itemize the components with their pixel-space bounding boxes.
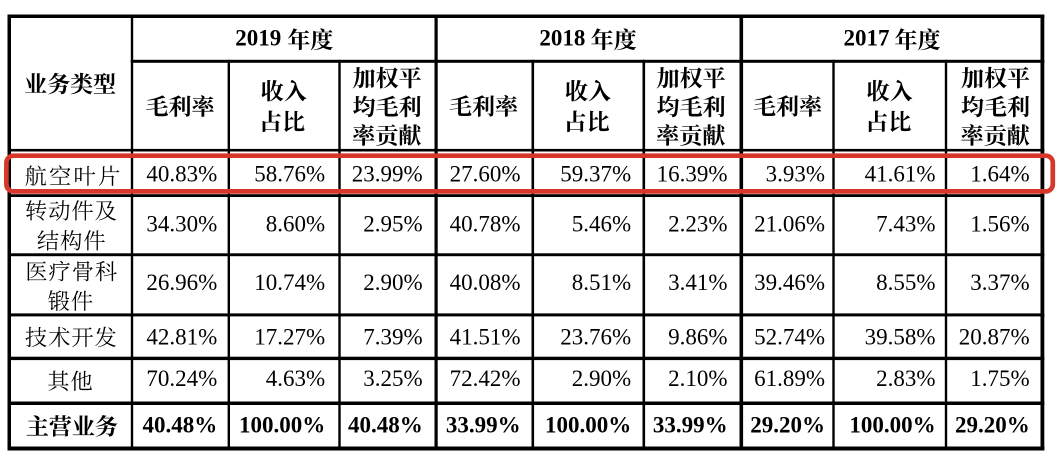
svg-text:70.24%: 70.24% [146, 366, 217, 391]
svg-text:27.60%: 27.60% [450, 161, 521, 186]
svg-text:33.99%: 33.99% [653, 413, 728, 438]
svg-text:8.60%: 8.60% [266, 212, 325, 237]
svg-text:2019: 2019 [235, 25, 281, 50]
svg-text:61.89%: 61.89% [754, 366, 825, 391]
svg-text:2.90%: 2.90% [363, 270, 422, 295]
svg-text:5.46%: 5.46% [572, 212, 631, 237]
svg-text:59.37%: 59.37% [560, 161, 631, 186]
svg-text:9.86%: 9.86% [668, 325, 727, 350]
svg-text:33.99%: 33.99% [446, 413, 521, 438]
svg-text:16.39%: 16.39% [657, 161, 728, 186]
svg-text:100.00%: 100.00% [849, 413, 935, 438]
svg-text:17.27%: 17.27% [254, 325, 325, 350]
svg-text:2.10%: 2.10% [668, 366, 727, 391]
svg-text:2.83%: 2.83% [876, 366, 935, 391]
svg-text:100.00%: 100.00% [545, 413, 631, 438]
svg-text:3.41%: 3.41% [668, 270, 727, 295]
svg-text:41.51%: 41.51% [450, 325, 521, 350]
svg-text:40.83%: 40.83% [146, 161, 217, 186]
svg-text:2017: 2017 [844, 25, 890, 50]
svg-text:8.55%: 8.55% [876, 270, 935, 295]
svg-text:29.20%: 29.20% [750, 413, 825, 438]
svg-text:41.61%: 41.61% [865, 161, 936, 186]
svg-text:2.95%: 2.95% [363, 212, 422, 237]
svg-text:21.06%: 21.06% [754, 212, 825, 237]
svg-text:1.56%: 1.56% [970, 212, 1029, 237]
svg-text:34.30%: 34.30% [146, 212, 217, 237]
svg-text:4.63%: 4.63% [266, 366, 325, 391]
svg-text:58.76%: 58.76% [254, 161, 325, 186]
svg-text:7.39%: 7.39% [363, 325, 422, 350]
svg-text:3.25%: 3.25% [363, 366, 422, 391]
svg-text:2.90%: 2.90% [572, 366, 631, 391]
svg-text:39.46%: 39.46% [754, 270, 825, 295]
svg-text:26.96%: 26.96% [146, 270, 217, 295]
svg-text:100.00%: 100.00% [239, 413, 325, 438]
svg-text:20.87%: 20.87% [959, 325, 1030, 350]
svg-text:40.08%: 40.08% [450, 270, 521, 295]
svg-text:40.48%: 40.48% [348, 413, 423, 438]
svg-text:1.64%: 1.64% [970, 161, 1029, 186]
svg-text:42.81%: 42.81% [146, 325, 217, 350]
svg-text:40.78%: 40.78% [450, 212, 521, 237]
svg-text:1.75%: 1.75% [970, 366, 1029, 391]
svg-text:7.43%: 7.43% [876, 212, 935, 237]
svg-text:8.51%: 8.51% [572, 270, 631, 295]
svg-text:29.20%: 29.20% [955, 413, 1030, 438]
svg-text:39.58%: 39.58% [865, 325, 936, 350]
svg-text:10.74%: 10.74% [254, 270, 325, 295]
svg-text:72.42%: 72.42% [450, 366, 521, 391]
svg-text:2018: 2018 [539, 25, 585, 50]
svg-text:3.37%: 3.37% [970, 270, 1029, 295]
svg-text:52.74%: 52.74% [754, 325, 825, 350]
svg-text:23.76%: 23.76% [560, 325, 631, 350]
svg-text:3.93%: 3.93% [766, 161, 825, 186]
svg-text:23.99%: 23.99% [352, 161, 423, 186]
svg-text:2.23%: 2.23% [668, 212, 727, 237]
svg-text:40.48%: 40.48% [143, 413, 218, 438]
